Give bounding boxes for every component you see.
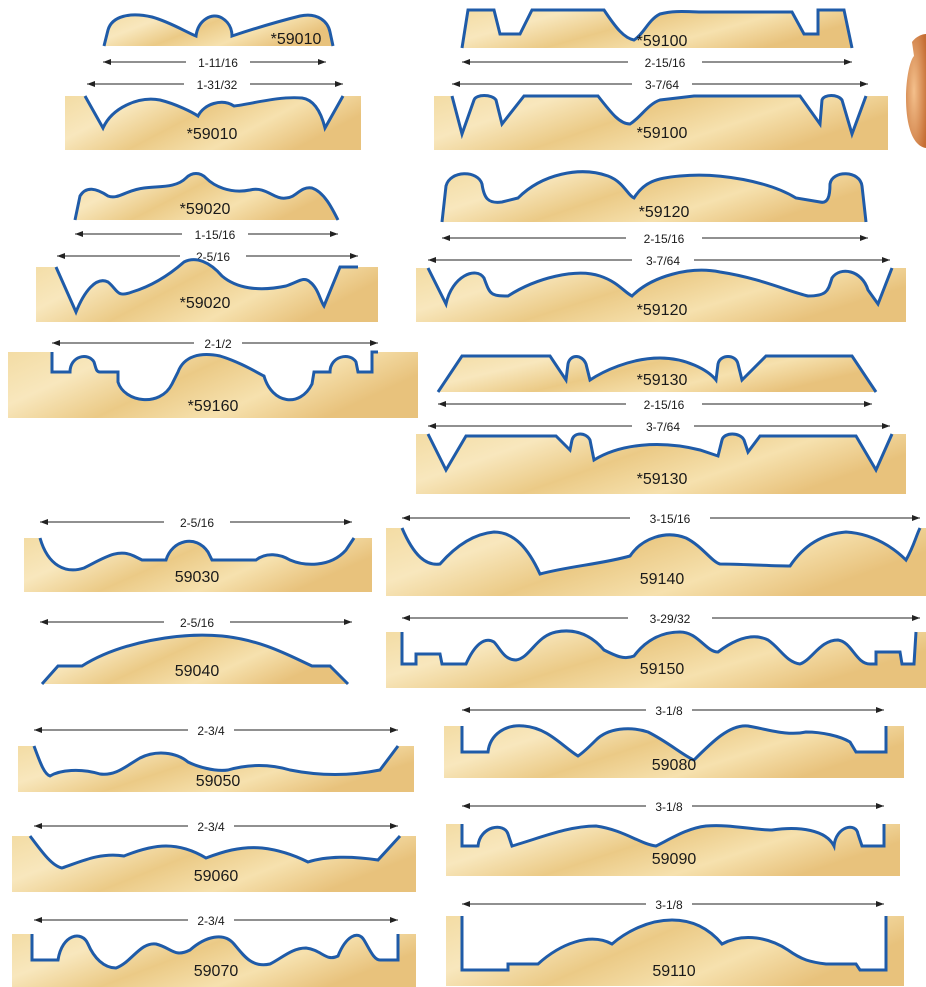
profile-p07: 2-5/16 59040 (40, 615, 352, 686)
dimension-label: 2-3/4 (197, 914, 225, 928)
dimension-label: 1-15/16 (195, 228, 236, 242)
profile-code: 59030 (175, 569, 220, 586)
profile-code: *59130 (637, 372, 688, 389)
profile-p14: 3-7/64 *59120 (416, 253, 906, 322)
profile-code: 59140 (640, 571, 685, 588)
profile-code: 59110 (652, 963, 695, 980)
profile-code: *59130 (637, 471, 688, 488)
dimension-label: 2-5/16 (180, 616, 214, 630)
dimension-label: 2-5/16 (196, 250, 230, 264)
profile-code: 59070 (194, 963, 239, 980)
profile-code: *59020 (180, 295, 231, 312)
dimension-label: 3-7/64 (646, 254, 680, 268)
dimension-label: 2-3/4 (197, 724, 225, 738)
profile-code: *59020 (180, 201, 231, 218)
profile-code: 59050 (196, 773, 241, 790)
dimension-label: 2-15/16 (645, 56, 686, 70)
profile-p04: 2-5/16 *59020 (36, 249, 378, 322)
dimension-label: 2-1/2 (204, 337, 232, 351)
profile-code: 59060 (194, 868, 239, 885)
profile-p08: 2-3/4 59050 (18, 723, 414, 792)
dimension-label: 2-15/16 (644, 232, 685, 246)
profile-p02: 1-31/32 *59010 (65, 77, 361, 150)
dimension-label: 2-15/16 (644, 398, 685, 412)
dimension-label: 3-1/8 (655, 800, 683, 814)
profile-code: *59010 (271, 31, 322, 48)
bit-photo (906, 34, 926, 148)
profile-p09: 2-3/4 59060 (12, 819, 416, 892)
profile-code: *59120 (637, 302, 688, 319)
dimension-label: 3-1/8 (655, 704, 683, 718)
dimension-label: 2-5/16 (180, 516, 214, 530)
profile-code: 59090 (652, 851, 697, 868)
profile-p10: 2-3/4 59070 (12, 913, 416, 987)
dimension-label: 3-7/64 (645, 78, 679, 92)
profile-p19: 3-1/8 59080 (444, 703, 904, 778)
profile-code: *59160 (188, 398, 239, 415)
profile-p03: *59020 1-15/16 (73, 172, 340, 242)
profile-code: 59040 (175, 663, 220, 680)
profile-p17: 3-15/16 59140 (386, 511, 926, 596)
profile-code: *59120 (639, 204, 690, 221)
profile-p06: 2-5/16 59030 (24, 515, 372, 592)
profile-p18: 3-29/32 59150 (386, 611, 926, 688)
profile-code: 59150 (640, 661, 685, 678)
dimension-label: 3-7/64 (646, 420, 680, 434)
profile-code: *59010 (187, 126, 238, 143)
profile-p15: *59130 2-15/16 (436, 354, 878, 412)
dimension-label: 1-31/32 (197, 78, 238, 92)
profile-code: *59100 (637, 125, 688, 142)
dimension-label: 3-15/16 (650, 512, 691, 526)
profile-p12: 3-7/64 *59100 (434, 77, 888, 150)
profile-p01: *59010 1-11/16 (102, 13, 335, 70)
profile-p05: 2-1/2 *59160 (8, 336, 418, 418)
dimension-label: 1-11/16 (198, 56, 238, 70)
profile-p20: 3-1/8 59090 (446, 799, 900, 876)
profile-code: *59100 (637, 33, 688, 50)
profile-p16: 3-7/64 *59130 (416, 419, 906, 494)
dimension-label: 2-3/4 (197, 820, 225, 834)
dimension-label: 3-1/8 (655, 898, 683, 912)
dimension-label: 3-29/32 (650, 612, 691, 626)
profile-p13: *59120 2-15/16 (440, 170, 868, 246)
profile-p21: 3-1/8 59110 (446, 897, 904, 986)
profile-p11: *59100 2-15/16 (460, 8, 854, 70)
profile-code: 59080 (652, 757, 697, 774)
